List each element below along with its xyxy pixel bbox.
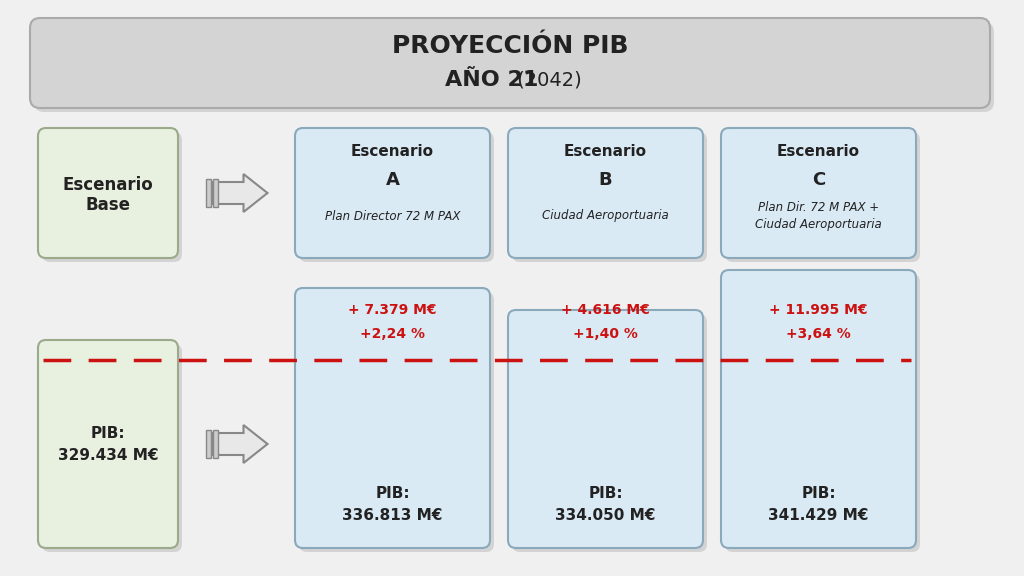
- FancyBboxPatch shape: [725, 274, 920, 552]
- Text: Escenario: Escenario: [564, 145, 647, 160]
- Text: + 11.995 M€: + 11.995 M€: [769, 303, 867, 317]
- Text: PIB:: PIB:: [588, 486, 623, 501]
- FancyBboxPatch shape: [30, 18, 990, 108]
- Text: Plan Dir. 72 M PAX +
Ciudad Aeroportuaria: Plan Dir. 72 M PAX + Ciudad Aeroportuari…: [755, 201, 882, 231]
- Text: B: B: [599, 171, 612, 189]
- Polygon shape: [213, 174, 267, 212]
- Text: A: A: [386, 171, 399, 189]
- FancyBboxPatch shape: [512, 314, 707, 552]
- Text: +1,40 %: +1,40 %: [573, 327, 638, 341]
- Text: Base: Base: [85, 196, 130, 214]
- FancyBboxPatch shape: [299, 132, 494, 262]
- Text: 341.429 M€: 341.429 M€: [768, 507, 868, 522]
- Polygon shape: [213, 425, 267, 463]
- Text: PIB:: PIB:: [801, 486, 836, 501]
- Text: PIB:: PIB:: [375, 486, 410, 501]
- Text: + 7.379 M€: + 7.379 M€: [348, 303, 437, 317]
- Bar: [206, 430, 211, 458]
- FancyBboxPatch shape: [299, 292, 494, 552]
- Text: + 4.616 M€: + 4.616 M€: [561, 303, 650, 317]
- Text: 334.050 M€: 334.050 M€: [555, 507, 655, 522]
- Text: AÑO 21: AÑO 21: [445, 70, 539, 90]
- FancyBboxPatch shape: [42, 132, 182, 262]
- FancyBboxPatch shape: [295, 128, 490, 258]
- Text: PROYECCIÓN PIB: PROYECCIÓN PIB: [392, 34, 629, 58]
- Text: PIB:: PIB:: [91, 426, 125, 441]
- Text: C: C: [812, 171, 825, 189]
- FancyBboxPatch shape: [508, 310, 703, 548]
- FancyBboxPatch shape: [42, 344, 182, 552]
- Bar: [213, 179, 217, 207]
- Bar: [206, 179, 211, 207]
- FancyBboxPatch shape: [38, 340, 178, 548]
- Text: 329.434 M€: 329.434 M€: [57, 449, 159, 464]
- Text: Escenario: Escenario: [777, 145, 860, 160]
- Text: (2042): (2042): [511, 70, 582, 89]
- FancyBboxPatch shape: [508, 128, 703, 258]
- Text: 336.813 M€: 336.813 M€: [342, 507, 442, 522]
- Text: +3,64 %: +3,64 %: [786, 327, 851, 341]
- FancyBboxPatch shape: [721, 128, 916, 258]
- FancyBboxPatch shape: [295, 288, 490, 548]
- Text: Escenario: Escenario: [351, 145, 434, 160]
- FancyBboxPatch shape: [721, 270, 916, 548]
- Bar: [213, 430, 217, 458]
- FancyBboxPatch shape: [38, 128, 178, 258]
- Text: Plan Director 72 M PAX: Plan Director 72 M PAX: [325, 210, 460, 222]
- Text: +2,24 %: +2,24 %: [360, 327, 425, 341]
- Text: Ciudad Aeroportuaria: Ciudad Aeroportuaria: [542, 210, 669, 222]
- Text: Escenario: Escenario: [62, 176, 154, 194]
- FancyBboxPatch shape: [34, 22, 994, 112]
- FancyBboxPatch shape: [512, 132, 707, 262]
- FancyBboxPatch shape: [725, 132, 920, 262]
